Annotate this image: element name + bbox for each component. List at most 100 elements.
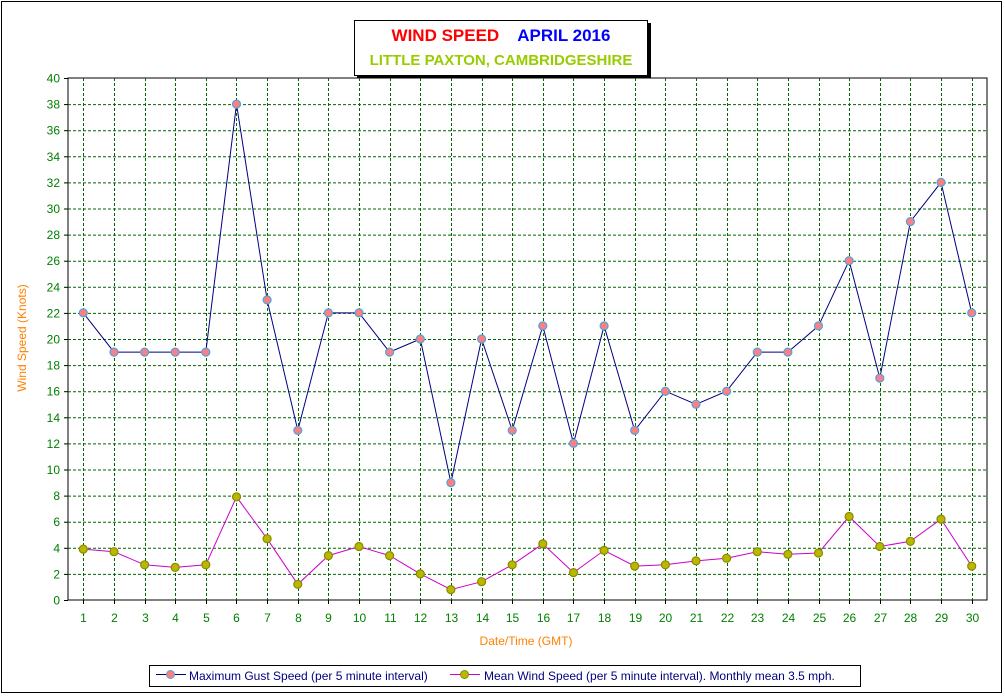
data-point xyxy=(660,560,671,570)
x-tick-label: 4 xyxy=(172,611,179,625)
data-point xyxy=(415,334,425,344)
x-tick-label: 18 xyxy=(598,611,612,625)
data-point xyxy=(936,514,946,524)
x-tick-label: 8 xyxy=(295,611,302,625)
data-point xyxy=(752,347,762,357)
data-point xyxy=(599,545,609,556)
data-point xyxy=(630,561,640,571)
y-tick-label: 26 xyxy=(47,254,61,268)
legend-marker-max-gust xyxy=(166,670,175,679)
x-tick-label: 16 xyxy=(537,611,551,625)
data-point xyxy=(477,334,487,344)
legend-label-max-gust: Maximum Gust Speed (per 5 minute interva… xyxy=(189,669,428,683)
data-point xyxy=(905,217,916,227)
x-tick-label: 6 xyxy=(233,611,240,625)
x-tick-label: 9 xyxy=(325,611,332,625)
x-tick-label: 25 xyxy=(813,611,827,625)
data-point xyxy=(630,425,640,435)
data-point xyxy=(78,308,88,318)
x-tick-label: 7 xyxy=(264,611,271,625)
y-tick-label: 38 xyxy=(47,98,61,112)
data-point xyxy=(323,308,333,318)
x-tick-label: 5 xyxy=(203,611,210,625)
legend: Maximum Gust Speed (per 5 minute interva… xyxy=(149,665,861,687)
x-tick-label: 20 xyxy=(659,611,673,625)
data-point xyxy=(354,541,364,552)
data-point xyxy=(507,425,517,435)
data-point xyxy=(415,569,425,579)
series-line xyxy=(83,495,973,591)
y-tick-label: 30 xyxy=(47,202,61,216)
series-layer xyxy=(78,99,977,595)
y-tick-label: 40 xyxy=(47,72,61,86)
data-point xyxy=(385,550,395,561)
y-tick-label: 20 xyxy=(47,333,61,347)
series-max-gust xyxy=(78,99,977,488)
data-point xyxy=(844,511,854,522)
x-tick-label: 27 xyxy=(874,611,888,625)
x-axis-label: Date/Time (GMT) xyxy=(480,634,573,648)
chart-subtitle: LITTLE PAXTON, CAMBRIDGESHIRE xyxy=(369,52,633,69)
y-tick-label: 16 xyxy=(47,385,61,399)
x-tick-label: 14 xyxy=(476,611,490,625)
data-point xyxy=(844,256,854,266)
data-point xyxy=(109,547,119,557)
data-point xyxy=(140,560,150,570)
chart-title-month: APRIL 2016 xyxy=(517,26,611,45)
y-tick-label: 28 xyxy=(47,228,61,242)
data-point xyxy=(231,99,242,109)
x-tick-label: 10 xyxy=(353,611,367,625)
data-point xyxy=(231,492,242,502)
data-point xyxy=(446,584,456,595)
chart-title: WIND SPEED APRIL 2016 xyxy=(355,26,647,46)
x-tick-label: 30 xyxy=(966,611,980,625)
data-point xyxy=(170,562,180,573)
data-point xyxy=(323,550,333,561)
chart-title-wind-speed: WIND SPEED xyxy=(391,26,500,45)
grid xyxy=(67,77,988,601)
data-point xyxy=(905,536,916,546)
data-point xyxy=(140,347,150,357)
y-tick-label: 6 xyxy=(53,515,60,529)
data-point xyxy=(752,547,762,557)
data-point xyxy=(262,534,272,544)
y-tick-label: 36 xyxy=(47,124,61,138)
data-point xyxy=(201,560,211,570)
data-point xyxy=(875,373,885,383)
y-tick-label: 14 xyxy=(47,411,61,425)
data-point xyxy=(538,539,548,549)
y-tick-label: 24 xyxy=(47,280,61,294)
data-point xyxy=(691,556,701,566)
x-tick-label: 2 xyxy=(111,611,118,625)
x-tick-label: 17 xyxy=(567,611,581,625)
y-tick-label: 22 xyxy=(47,306,61,320)
data-point xyxy=(783,347,793,357)
data-point xyxy=(599,321,609,331)
y-tick-label: 12 xyxy=(47,437,61,451)
x-tick-label: 26 xyxy=(843,611,857,625)
x-tick-label: 19 xyxy=(629,611,643,625)
data-point xyxy=(538,321,548,331)
data-point xyxy=(660,386,671,396)
legend-marker-mean-wind xyxy=(460,670,469,679)
chart-title-box: WIND SPEED APRIL 2016 LITTLE PAXTON, CAMB… xyxy=(354,20,648,76)
x-tick-label: 24 xyxy=(782,611,796,625)
data-point xyxy=(201,347,211,357)
data-point xyxy=(507,560,517,570)
data-point xyxy=(293,425,303,435)
data-point xyxy=(78,544,88,554)
x-tick-label: 22 xyxy=(721,611,735,625)
y-tick-label: 2 xyxy=(53,567,60,581)
x-tick-label: 23 xyxy=(751,611,765,625)
x-tick-label: 1 xyxy=(80,611,87,625)
data-point xyxy=(721,553,732,563)
series-mean-wind xyxy=(78,492,977,595)
data-point xyxy=(783,549,793,559)
data-point xyxy=(813,548,824,558)
data-point xyxy=(354,308,364,318)
data-point xyxy=(568,438,579,448)
x-tick-label: 29 xyxy=(935,611,949,625)
x-tick-label: 11 xyxy=(384,611,397,625)
series-line xyxy=(82,104,973,483)
